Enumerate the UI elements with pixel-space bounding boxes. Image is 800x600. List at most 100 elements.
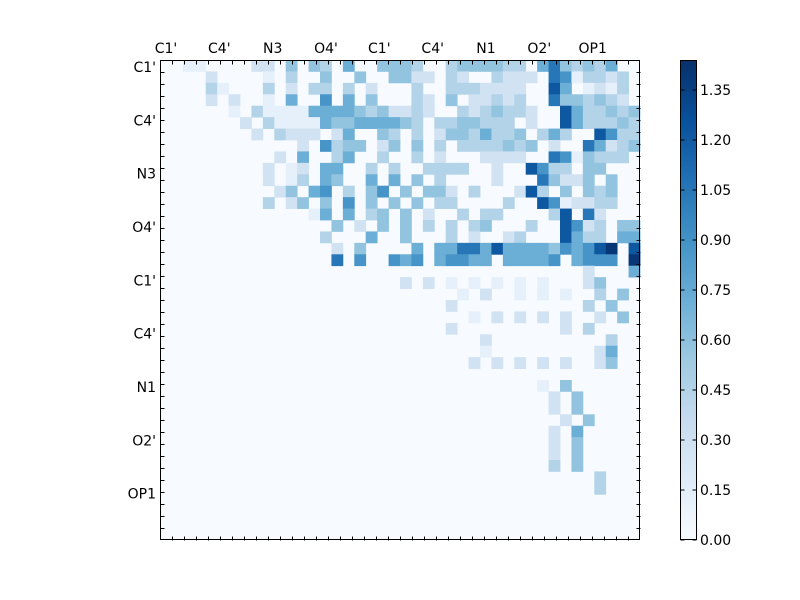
heatmap-cell (457, 140, 469, 152)
y-tick-label: N1 (137, 380, 156, 396)
heatmap-cell (491, 94, 504, 107)
heatmap-cell (605, 105, 618, 118)
heatmap-cell (502, 60, 515, 72)
heatmap-cell (388, 140, 401, 152)
heatmap-cell (480, 105, 492, 118)
heatmap-cell (365, 94, 378, 107)
heatmap-cell (445, 242, 458, 255)
heatmap-cell (514, 140, 527, 152)
colorbar-tick-label: 0.90 (700, 233, 731, 249)
heatmap-cell (560, 105, 572, 118)
heatmap-cell (468, 357, 481, 369)
heatmap-cell (491, 128, 504, 141)
x-tick-label: C1' (368, 41, 391, 57)
heatmap-cell (388, 71, 401, 84)
colorbar-gradient (680, 60, 697, 540)
heatmap-cells (160, 60, 641, 540)
heatmap-cell (537, 277, 549, 289)
heatmap-cell (205, 94, 218, 107)
heatmap-cell (594, 208, 607, 221)
heatmap-cell (582, 242, 595, 255)
heatmap-cell (377, 151, 389, 164)
x-tick-labels: C1' C4' N3 O4' C1' C4' N1 O2' OP1 (155, 41, 607, 57)
heatmap-cell (594, 60, 607, 72)
heatmap-cell (354, 220, 367, 232)
heatmap-cell (491, 117, 504, 129)
heatmap-cell (434, 242, 447, 255)
heatmap-cell (434, 162, 447, 175)
heatmap-cell (377, 220, 389, 232)
y-tick-labels: C1' C4' N3 O4' C1' C4' N1 O2' OP1 (128, 60, 156, 503)
heatmap-cell (480, 94, 492, 107)
heatmap-cell (262, 94, 275, 107)
x-tick-label: N3 (263, 41, 282, 57)
heatmap-cell (320, 117, 332, 129)
heatmap-cell (571, 174, 584, 187)
heatmap-cell (617, 82, 629, 95)
heatmap-cell (594, 242, 607, 255)
heatmap-cell (502, 82, 515, 95)
heatmap-cell (548, 460, 561, 472)
heatmap-cell (628, 265, 641, 278)
heatmap-cell (377, 60, 389, 72)
heatmap-cell (377, 128, 389, 141)
heatmap-cell (514, 288, 527, 301)
heatmap-cell (594, 254, 607, 267)
heatmap-cell (514, 242, 527, 255)
heatmap-cell (251, 128, 264, 141)
heatmap-cell (274, 185, 287, 198)
heatmap-cell (605, 151, 618, 164)
heatmap-cell (422, 105, 435, 118)
heatmap-cell (491, 151, 504, 164)
heatmap-cell (331, 242, 344, 255)
heatmap-cell (445, 71, 458, 84)
heatmap-cell (560, 231, 572, 244)
heatmap-cell (525, 220, 538, 232)
heatmap-cell (582, 140, 595, 152)
heatmap-cell (502, 128, 515, 141)
heatmap-cell (514, 71, 527, 84)
heatmap-cell (445, 254, 458, 267)
heatmap-cell (617, 105, 629, 118)
heatmap-cell (308, 208, 321, 221)
heatmap-cell (411, 140, 424, 152)
heatmap-cell (525, 140, 538, 152)
heatmap-cell (560, 94, 572, 107)
heatmap-cell (502, 254, 515, 267)
heatmap-cell (297, 105, 309, 118)
heatmap-cell (502, 105, 515, 118)
heatmap-cell (548, 174, 561, 187)
heatmap-cell (571, 197, 584, 209)
heatmap-cell (262, 105, 275, 118)
heatmap-cell (320, 231, 332, 244)
heatmap-cell (411, 197, 424, 209)
heatmap-cell (331, 151, 344, 164)
heatmap-cell (617, 140, 629, 152)
heatmap-cell (571, 151, 584, 164)
heatmap-cell (548, 208, 561, 221)
heatmap-cell (320, 185, 332, 198)
heatmap-cell (605, 71, 618, 84)
heatmap-cell (297, 197, 309, 209)
heatmap-cell (445, 322, 458, 335)
heatmap-cell (560, 380, 572, 392)
heatmap-cell (605, 94, 618, 107)
heatmap-cell (537, 242, 549, 255)
heatmap-cell (502, 151, 515, 164)
heatmap-cell (571, 105, 584, 118)
heatmap-cell (617, 288, 629, 301)
heatmap-cell (468, 140, 481, 152)
heatmap-cell (457, 208, 469, 221)
heatmap-cell (560, 311, 572, 324)
heatmap-cell (594, 197, 607, 209)
heatmap-cell (297, 117, 309, 129)
heatmap-cell (388, 60, 401, 72)
heatmap-cell (228, 105, 241, 118)
heatmap-cell (582, 105, 595, 118)
heatmap-cell (331, 105, 344, 118)
heatmap-cell (480, 208, 492, 221)
heatmap-cell (560, 128, 572, 141)
heatmap-cell (342, 117, 355, 129)
heatmap-cell (445, 60, 458, 72)
heatmap-cell (548, 128, 561, 141)
